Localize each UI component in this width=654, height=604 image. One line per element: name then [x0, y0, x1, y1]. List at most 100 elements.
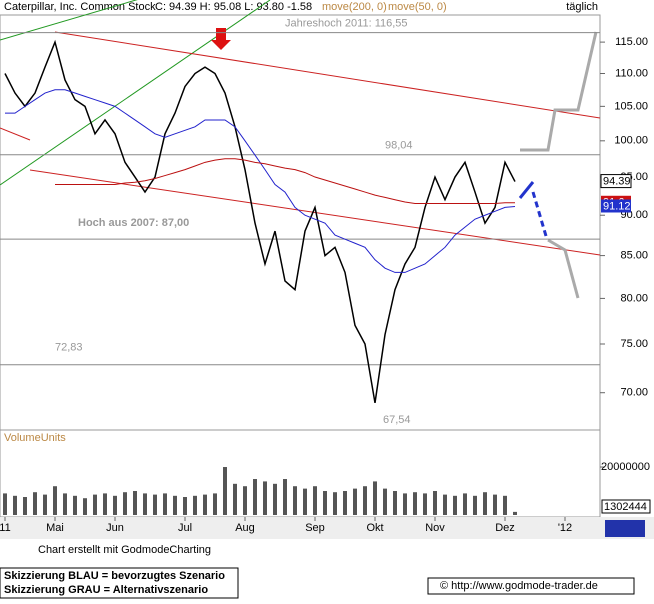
value-box: [601, 199, 631, 213]
y-tick-label: 115.00: [615, 36, 648, 48]
header-ma200: move(200, 0): [322, 1, 387, 13]
volume-bar: [133, 491, 137, 515]
volume-bar: [353, 488, 357, 515]
header-quote: C: 94.39 H: 95.08 L: 93.80 -1.58: [155, 1, 312, 13]
x-tick-label: Jul: [178, 522, 192, 534]
volume-bar: [463, 493, 467, 515]
trendline: [0, 0, 138, 41]
volume-bar: [483, 492, 487, 515]
volume-bar: [203, 494, 207, 515]
volume-bar: [233, 483, 237, 515]
volume-bar: [433, 491, 437, 515]
volume-bar: [323, 491, 327, 515]
period: täglich: [566, 1, 598, 13]
volume-bar: [153, 494, 157, 515]
trendline: [54, 31, 601, 119]
legend-gray: Skizzierung GRAU = Alternativszenario: [4, 584, 208, 596]
source: © http://www.godmode-trader.de: [440, 580, 598, 592]
volume-title: VolumeUnits: [4, 432, 66, 444]
y-tick-label: 100.00: [614, 135, 648, 147]
level-label: 72,83: [55, 342, 83, 354]
value-box: [600, 174, 632, 189]
volume-bar: [303, 488, 307, 515]
volume-bar: [73, 495, 77, 515]
volume-bar: [173, 495, 177, 515]
price-panel: [0, 14, 601, 431]
volume-bar: [83, 498, 87, 515]
volume-bar: [383, 488, 387, 515]
x-tick-label: Okt: [366, 522, 383, 534]
volume-bar: [343, 491, 347, 515]
volume-bar: [493, 494, 497, 515]
signal-arrow: [211, 28, 231, 50]
header-ma50: move(50, 0): [388, 1, 447, 13]
legend-blue: Skizzierung BLAU = bevorzugtes Szenario: [4, 570, 225, 582]
volume-bar: [263, 481, 267, 515]
gray-scenario: [520, 31, 598, 152]
header-title: Caterpillar, Inc. Common Stock: [4, 1, 156, 13]
volume-box-label: 1302444: [604, 501, 647, 513]
volume-bar: [513, 511, 517, 515]
volume-bar: [103, 493, 107, 515]
volume-bar: [163, 493, 167, 515]
y-tick-label: 110.00: [615, 67, 648, 79]
x-tick-label: '12: [558, 522, 572, 534]
low-label: 67,54: [383, 414, 411, 426]
volume-bar: [213, 493, 217, 515]
volume-bar: [273, 483, 277, 515]
source-box: [427, 577, 635, 595]
x-axis-strip: [0, 517, 654, 539]
volume-panel: [0, 429, 601, 518]
volume-bar: [3, 493, 7, 515]
y-tick-label: 75.00: [620, 338, 648, 350]
blue-scenario: [531, 191, 548, 237]
gray-scenario: [547, 238, 580, 299]
x-tick-label: Sep: [305, 522, 325, 534]
volume-bar: [53, 486, 57, 515]
volume-bar: [63, 493, 67, 515]
volume-bar: [143, 493, 147, 515]
x-tick-label: 11: [0, 522, 11, 534]
volume-bar: [443, 494, 447, 515]
volume-bar: [363, 486, 367, 515]
level-label: Hoch aus 2007: 87,00: [78, 217, 189, 229]
footer: Chart erstellt mit GodmodeCharting: [38, 544, 211, 556]
volume-bar: [183, 497, 187, 515]
volume-bar: [13, 495, 17, 515]
x-tick-label: Jun: [106, 522, 124, 534]
level-label: Jahreshoch 2011: 116,55: [285, 18, 408, 30]
volume-box: [601, 499, 651, 514]
series-line: [5, 89, 516, 273]
x-tick-label: Aug: [235, 522, 255, 534]
volume-bar: [503, 495, 507, 515]
volume-bar: [413, 492, 417, 515]
volume-bar: [393, 491, 397, 515]
volume-bar: [223, 467, 227, 515]
volume-bar: [333, 492, 337, 515]
series-line: [4, 39, 516, 403]
y-tick-label: 105.00: [614, 100, 648, 112]
x-tick-label: Mai: [46, 522, 64, 534]
value-box-label: 94.39: [603, 175, 631, 187]
volume-bar: [123, 492, 127, 515]
level-label: 98,04: [385, 140, 413, 152]
volume-tick-label: 20000000: [601, 461, 650, 473]
volume-bar: [23, 497, 27, 515]
blue-scenario: [518, 181, 535, 199]
volume-bar: [293, 486, 297, 515]
logo-box: [605, 520, 645, 537]
volume-bar: [313, 486, 317, 515]
volume-bar: [253, 479, 257, 515]
volume-bar: [423, 493, 427, 515]
x-tick-label: Nov: [425, 522, 445, 534]
volume-bar: [93, 494, 97, 515]
volume-bar: [283, 479, 287, 515]
volume-bar: [43, 494, 47, 515]
volume-bar: [33, 492, 37, 515]
volume-bar: [243, 486, 247, 515]
volume-bar: [113, 495, 117, 515]
volume-bar: [373, 481, 377, 515]
trendline: [29, 169, 601, 256]
x-tick-label: Dez: [495, 522, 515, 534]
